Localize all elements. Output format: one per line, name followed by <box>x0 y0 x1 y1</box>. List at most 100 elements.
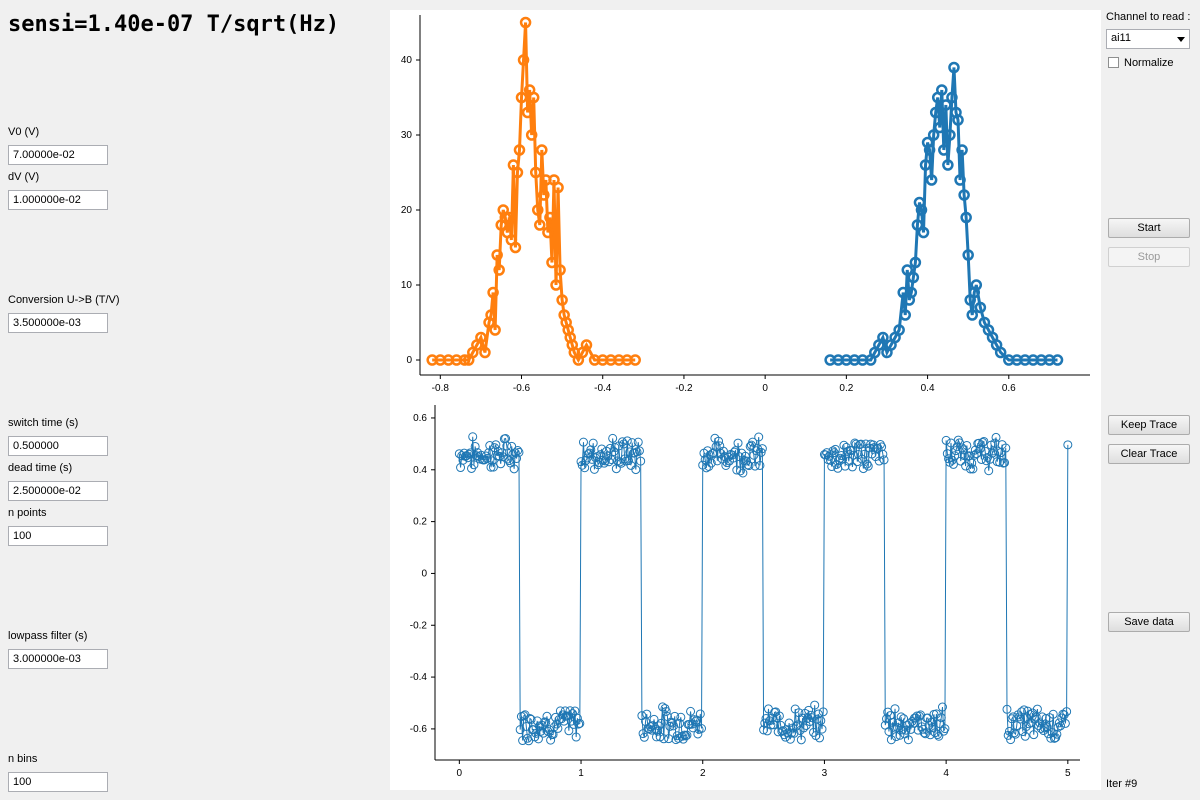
trace-data-point <box>863 461 873 471</box>
hist-data-point <box>503 211 516 224</box>
v0-field[interactable] <box>8 145 108 165</box>
trace-data-point <box>757 444 767 454</box>
hist-data-point <box>899 309 911 321</box>
trace-data-point <box>987 448 997 458</box>
trace-chart[interactable]: 0 1 2 3 4 5 0.6 0.4 0.2 0 -0.2 -0.4 -0.6 <box>390 400 1101 780</box>
conversion-label: Conversion U->B (T/V) <box>8 294 120 306</box>
trace-data-point <box>664 734 674 744</box>
trace-data-point <box>774 711 784 721</box>
trace-data-point <box>729 447 739 457</box>
trace-data-point <box>920 729 930 739</box>
trace-data-point <box>574 719 584 729</box>
trace-data-point <box>773 727 783 737</box>
trace-data-point <box>608 433 618 443</box>
trace-data-point <box>575 718 585 728</box>
trace-data-point <box>532 716 542 726</box>
trace-data-point <box>860 449 870 459</box>
trace-data-point <box>813 709 823 719</box>
trace-data-point <box>670 711 680 721</box>
hist-series-line <box>830 67 1058 362</box>
trace-data-point <box>912 711 922 721</box>
switch-time-field[interactable] <box>8 436 108 456</box>
trace-data-point <box>1001 443 1011 453</box>
trace-data-point <box>514 447 524 457</box>
trace-data-point <box>464 449 474 459</box>
hist-data-point <box>948 61 960 74</box>
trace-data-point <box>974 438 984 448</box>
trace-data-point <box>808 727 818 737</box>
trace-data-point <box>756 447 766 457</box>
trace-data-point <box>553 723 563 733</box>
trace-data-point <box>1052 729 1062 739</box>
hist-x-tick-label: -0.6 <box>513 383 531 394</box>
histogram-chart[interactable]: -0.8 -0.6 -0.4 -0.2 0 0.2 0.4 0.6 0 10 20 30 40 <box>390 10 1101 395</box>
hist-y-tick-label: 20 <box>401 205 413 216</box>
trace-data-point <box>936 713 946 723</box>
trace-data-point <box>484 448 494 458</box>
trace-data-point <box>951 446 961 456</box>
trace-data-point <box>497 448 507 458</box>
normalize-checkbox[interactable] <box>1108 57 1119 68</box>
trace-data-point <box>582 453 592 463</box>
trace-data-point <box>888 717 898 727</box>
chevron-down-icon <box>1177 37 1185 42</box>
trace-data-point <box>617 437 627 447</box>
lowpass-field[interactable] <box>8 649 108 669</box>
save-data-button[interactable]: Save data <box>1108 612 1190 632</box>
trace-data-point <box>465 448 475 458</box>
hist-data-point <box>917 226 930 239</box>
channel-select-value: ai11 <box>1111 32 1131 44</box>
trace-data-point <box>659 734 669 744</box>
trace-data-point <box>624 456 633 466</box>
dv-field[interactable] <box>8 190 108 210</box>
trace-data-point <box>493 446 503 456</box>
trace-data-point <box>682 730 692 740</box>
trace-data-point <box>1060 718 1070 728</box>
trace-data-point <box>485 441 495 451</box>
trace-data-point <box>959 451 969 461</box>
clear-trace-button[interactable]: Clear Trace <box>1108 444 1190 464</box>
trace-data-point <box>631 465 641 475</box>
trace-data-point <box>1042 722 1052 732</box>
trace-data-point <box>891 732 901 742</box>
trace-data-point <box>491 440 501 450</box>
keep-trace-button[interactable]: Keep Trace <box>1108 415 1190 435</box>
trace-data-point <box>828 446 838 456</box>
trace-data-point <box>778 726 788 736</box>
trace-data-point <box>846 446 856 456</box>
trace-data-point <box>1053 722 1063 732</box>
trace-data-point <box>878 449 888 459</box>
trace-data-point <box>874 456 884 466</box>
trace-data-point <box>647 725 657 735</box>
hist-data-point <box>491 249 503 261</box>
trace-data-point <box>948 459 958 469</box>
start-button[interactable]: Start <box>1108 218 1190 238</box>
conversion-field[interactable] <box>8 313 108 333</box>
trace-data-point <box>885 711 895 721</box>
n-points-field[interactable] <box>8 526 108 546</box>
channel-select[interactable]: ai11 <box>1106 29 1190 49</box>
trace-data-point <box>1020 731 1030 741</box>
trace-data-point <box>487 456 497 466</box>
trace-data-point <box>627 438 637 448</box>
trace-data-point <box>991 432 1001 442</box>
trace-data-point <box>965 464 975 474</box>
hist-data-point <box>934 121 946 134</box>
dead-time-field[interactable] <box>8 481 108 501</box>
trace-data-point <box>509 464 519 474</box>
n-bins-field[interactable] <box>8 772 108 792</box>
trace-data-point <box>733 438 743 448</box>
trace-data-point <box>990 438 1000 448</box>
trace-data-point <box>759 725 769 735</box>
trace-data-point <box>754 432 764 442</box>
trace-data-point <box>519 711 529 721</box>
stop-button[interactable]: Stop <box>1108 247 1190 267</box>
hist-data-point <box>542 226 554 239</box>
hist-data-point <box>458 354 471 366</box>
hist-data-point <box>487 286 499 299</box>
channel-label: Channel to read : <box>1106 11 1191 23</box>
hist-data-point <box>940 99 952 111</box>
trace-data-point <box>940 724 950 734</box>
trace-data-point <box>711 442 721 452</box>
